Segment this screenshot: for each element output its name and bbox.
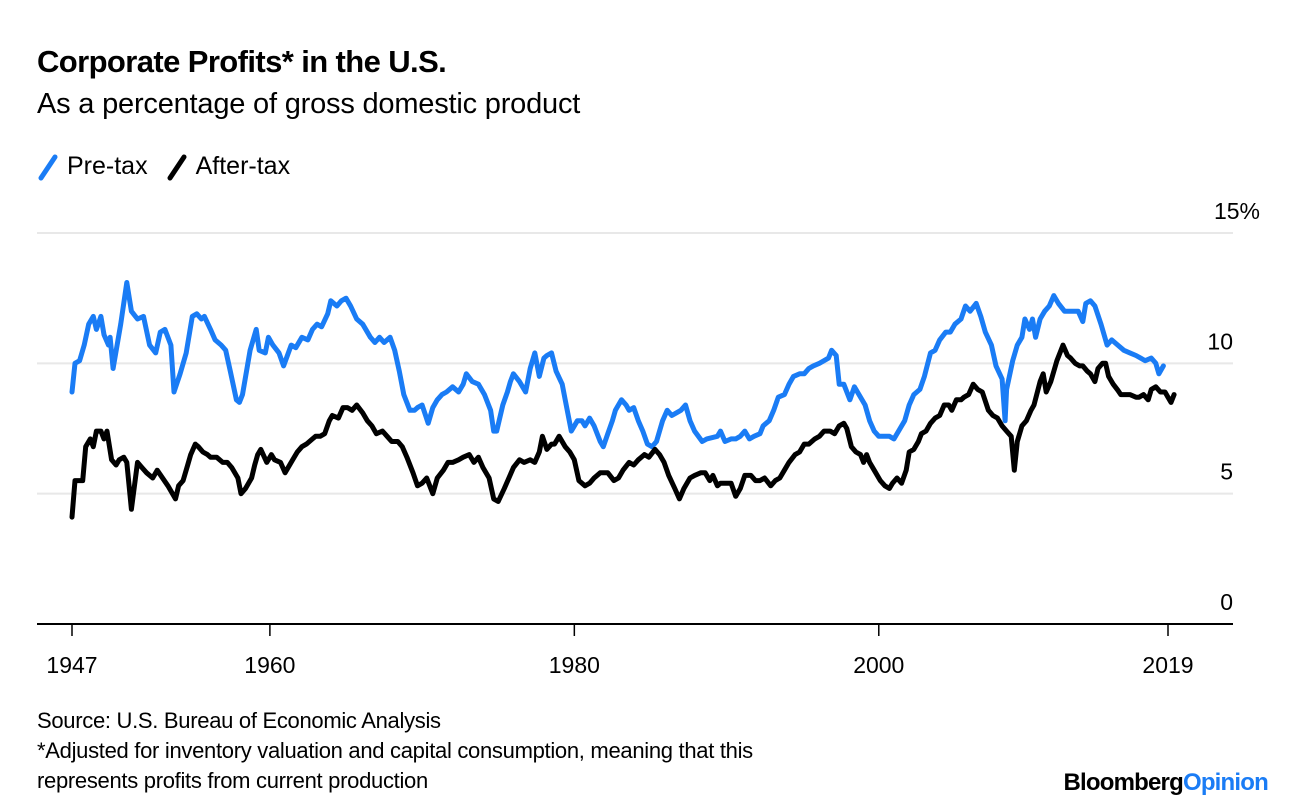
x-axis-ticks: 1947 1960 1980 2000 2019: [46, 624, 1194, 678]
y-tick-label-10: 10: [1207, 328, 1233, 354]
source-note: Source: U.S. Bureau of Economic Analysis: [37, 708, 441, 733]
bloomberg-opinion-logo: BloombergOpinion: [1063, 769, 1268, 797]
y-tick-label-0: 0: [1220, 589, 1233, 615]
legend-swatch-pre-tax: [38, 154, 58, 180]
series-lines: [69, 280, 1177, 520]
x-tick-label-1960: 1960: [244, 652, 295, 678]
legend-label-pre-tax: Pre-tax: [67, 152, 148, 180]
footer: Source: U.S. Bureau of Economic Analysis…: [37, 706, 753, 796]
x-tick-label-2019: 2019: [1142, 652, 1193, 678]
footnote-line-2: represents profits from current producti…: [37, 768, 428, 793]
y-tick-label-5: 5: [1220, 459, 1233, 485]
logo-opinion: Opinion: [1182, 769, 1269, 796]
chart-subtitle: As a percentage of gross domestic produc…: [37, 88, 581, 120]
x-tick-label-1980: 1980: [549, 652, 600, 678]
legend-item-after-tax: After-tax: [166, 152, 290, 181]
logo-bloomberg: Bloomberg: [1063, 769, 1183, 796]
series-line-after-tax: [69, 342, 1177, 520]
chart-title: Corporate Profits* in the U.S.: [37, 44, 447, 79]
x-tick-label-1947: 1947: [46, 652, 97, 678]
legend-label-after-tax: After-tax: [195, 152, 291, 180]
legend-item-pre-tax: Pre-tax: [37, 152, 148, 181]
legend: Pre-tax After-tax: [37, 152, 308, 181]
legend-swatch-after-tax: [167, 154, 187, 180]
line-chart: 0 5 10 15% 1947 1960 1980 2000 2019: [37, 198, 1260, 678]
y-axis-labels: 0 5 10 15%: [1207, 198, 1260, 615]
series-line-pre-tax: [69, 280, 1166, 450]
footnote-line-1: *Adjusted for inventory valuation and ca…: [37, 738, 753, 763]
x-tick-label-2000: 2000: [853, 652, 904, 678]
gridlines: [37, 232, 1233, 495]
y-tick-label-15: 15%: [1214, 198, 1260, 224]
